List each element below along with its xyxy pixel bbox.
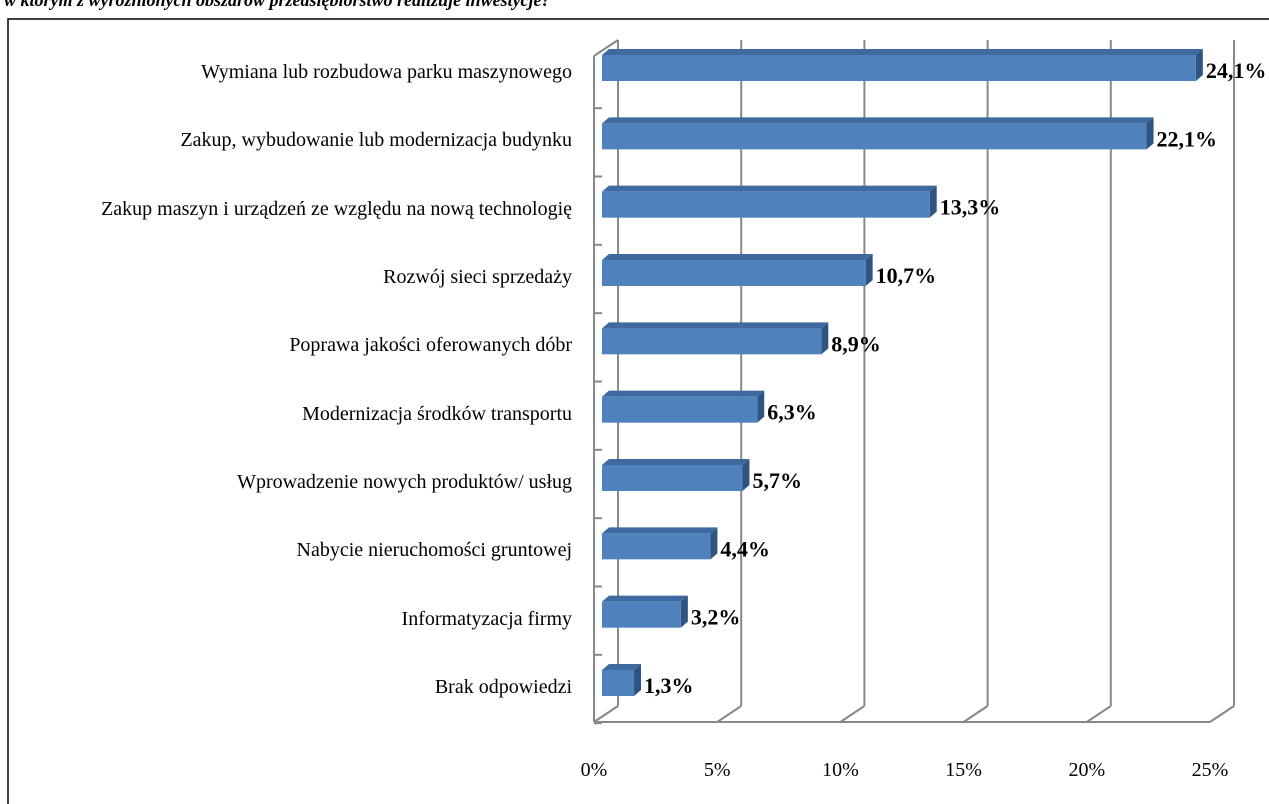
bar-top [602, 390, 765, 397]
bar-top [602, 117, 1154, 124]
floor-line [593, 705, 619, 723]
floor-line [839, 705, 865, 723]
floor-line [1086, 705, 1112, 723]
x-tick-label: 5% [704, 759, 731, 781]
bar-top [602, 664, 642, 670]
bar-side [634, 664, 642, 696]
bar-side [710, 527, 718, 560]
bar [602, 260, 866, 286]
bar-side [742, 459, 750, 491]
bar [602, 123, 1147, 150]
frame [7, 18, 1269, 804]
bar-top [602, 459, 750, 465]
value-label: 1,3% [644, 673, 694, 698]
bar [602, 670, 635, 696]
category-label: Modernizacja środków transportu [302, 402, 572, 425]
value-label: 6,3% [767, 400, 817, 425]
chart-title: w którym z wyróżnionych obszarów przedsi… [4, 0, 551, 10]
bar-top [602, 527, 718, 534]
bar [602, 533, 711, 560]
bar [602, 55, 1196, 81]
value-label: 10,7% [876, 263, 937, 288]
bar-top [602, 185, 937, 192]
floor-line [716, 705, 742, 723]
bar-side [929, 185, 937, 218]
bar [602, 328, 822, 355]
bar [602, 191, 930, 218]
category-label: Poprawa jakości oferowanych dóbr [289, 334, 572, 357]
bar-top [602, 322, 829, 329]
bar-top [602, 595, 688, 602]
bar-side [757, 390, 765, 423]
bar-top [602, 254, 873, 260]
x-tick-label: 0% [581, 759, 608, 781]
x-tick-label: 15% [945, 759, 982, 781]
value-label: 5,7% [752, 468, 802, 493]
category-label: Wprowadzenie nowych produktów/ usług [237, 471, 572, 493]
bar-side [821, 322, 829, 355]
bar [602, 465, 743, 491]
value-label: 8,9% [831, 331, 881, 356]
bar [602, 396, 758, 423]
bar-side [865, 254, 873, 286]
value-label: 24,1% [1206, 58, 1267, 83]
category-label: Brak odpowiedzi [434, 676, 572, 698]
floor-line [1209, 705, 1235, 723]
value-label: 3,2% [691, 605, 741, 630]
category-label: Wymiana lub rozbudowa parku maszynowego [201, 61, 572, 83]
category-label: Nabycie nieruchomości gruntowej [296, 539, 572, 562]
x-tick-label: 25% [1192, 759, 1229, 781]
left-axis-top [593, 39, 619, 57]
value-label: 22,1% [1157, 126, 1218, 151]
category-label: Zakup, wybudowanie lub modernizacja budy… [180, 129, 572, 152]
x-tick-label: 10% [822, 759, 859, 781]
floor-line [963, 705, 989, 723]
bar-side [1146, 117, 1154, 150]
value-label: 4,4% [720, 536, 770, 561]
x-tick-label: 20% [1068, 759, 1105, 781]
bar [602, 601, 681, 628]
value-label: 13,3% [940, 195, 1001, 220]
bar-side [680, 595, 688, 628]
category-label: Informatyzacja firmy [401, 607, 572, 630]
category-label: Zakup maszyn i urządzeń ze względu na no… [101, 197, 572, 220]
category-label: Rozwój sieci sprzedaży [383, 266, 572, 288]
bar-side [1195, 49, 1203, 81]
bar-top [602, 49, 1203, 55]
